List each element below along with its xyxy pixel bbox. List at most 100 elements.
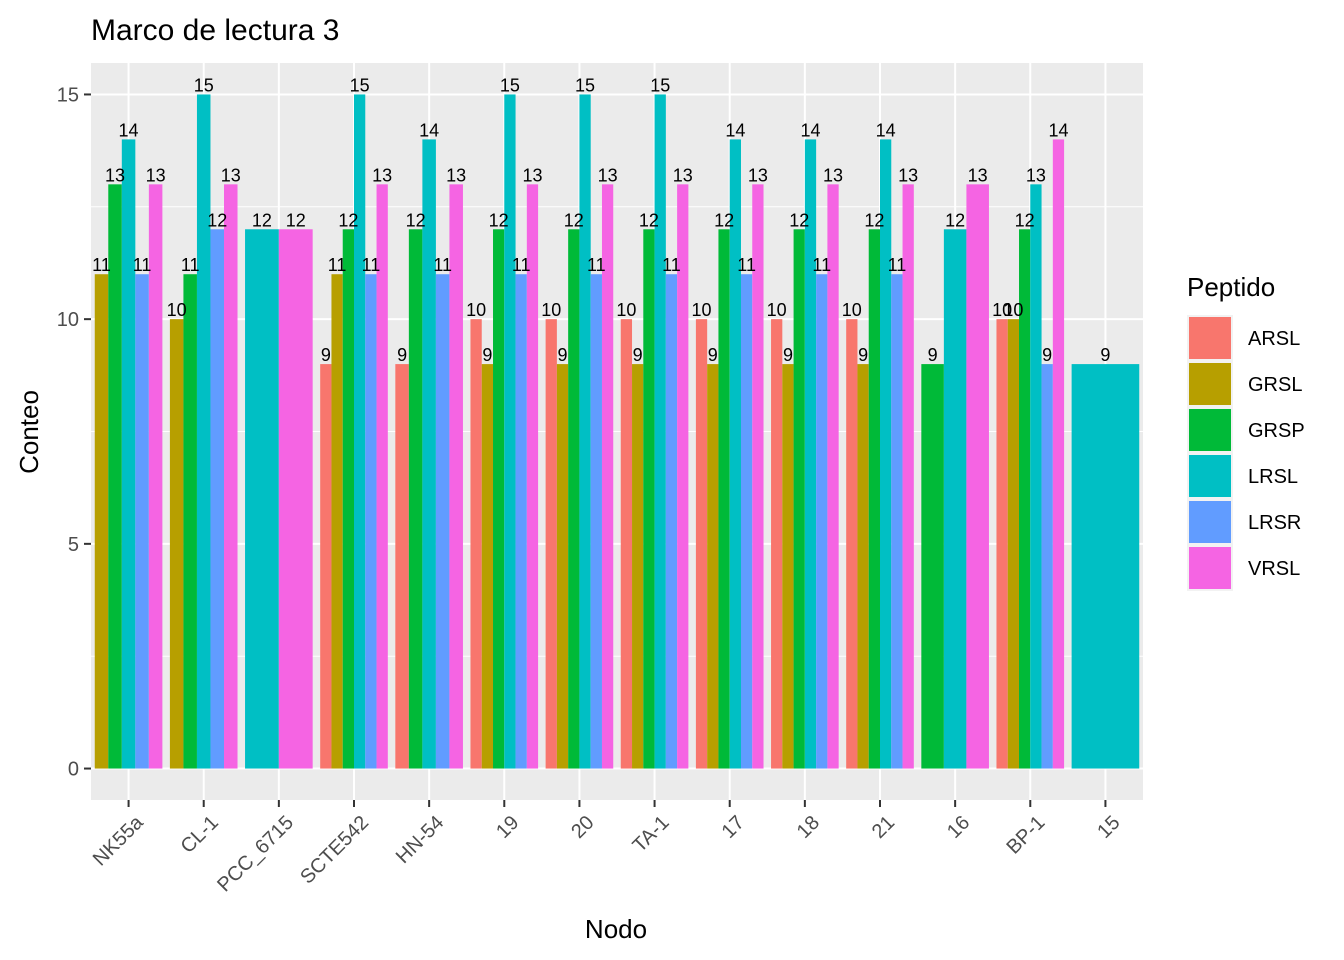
bar-grsp <box>493 229 505 769</box>
data-label: 9 <box>321 345 331 365</box>
legend-title: Peptido <box>1187 272 1275 302</box>
data-label: 9 <box>558 345 568 365</box>
x-tick-label: HN-54 <box>392 812 448 868</box>
bar-lrsl <box>245 229 279 769</box>
bar-lrsr <box>816 274 828 769</box>
bar-grsp <box>408 229 423 769</box>
y-tick-label: 0 <box>68 759 79 781</box>
x-tick-label: NK55a <box>89 811 148 870</box>
bar-grsl <box>169 319 184 769</box>
bar-arsl <box>771 319 783 769</box>
legend: Peptido ARSL GRSL GRSP LRSL LRSR VRSL <box>1187 272 1305 591</box>
bar-lrsr <box>891 274 903 769</box>
data-label: 12 <box>945 210 965 230</box>
data-label: 10 <box>692 300 712 320</box>
bar-grsl <box>94 274 109 769</box>
x-tick-label: 15 <box>1093 812 1124 843</box>
x-tick-label: CL-1 <box>177 812 223 858</box>
bar-vrsl <box>902 184 914 769</box>
bar-grsp <box>643 229 655 769</box>
bar-grsp <box>1019 229 1031 769</box>
legend-key-lrsr <box>1189 501 1231 543</box>
data-label: 12 <box>789 210 809 230</box>
bar-vrsl <box>677 184 689 769</box>
legend-key-arsl <box>1189 317 1231 359</box>
data-label: 10 <box>1003 300 1023 320</box>
x-tick-label: 20 <box>567 812 598 843</box>
bar-grsl <box>331 274 343 769</box>
data-label: 14 <box>800 120 820 140</box>
data-label: 9 <box>1100 345 1110 365</box>
data-label: 13 <box>105 165 125 185</box>
bar-arsl <box>470 319 482 769</box>
data-label: 9 <box>858 345 868 365</box>
bar-vrsl <box>827 184 839 769</box>
data-label: 11 <box>512 255 531 275</box>
bar-arsl <box>846 319 858 769</box>
x-tick-label: SCTE542 <box>296 812 373 889</box>
data-label: 13 <box>823 165 843 185</box>
bar-grsp <box>793 229 805 769</box>
data-label: 14 <box>876 120 896 140</box>
bar-grsp <box>108 184 122 769</box>
data-label: 13 <box>968 165 988 185</box>
bar-vrsl <box>224 184 238 769</box>
bar-lrsr <box>365 274 377 769</box>
bar-grsl <box>707 364 719 769</box>
data-labels: 11 13 14 11 13 10 11 15 12 13 12 12 9 11 12 15 11 13 9 12 14… <box>92 75 1110 365</box>
data-label: 12 <box>338 210 358 230</box>
bar-arsl <box>395 364 409 769</box>
data-label: 11 <box>181 255 200 275</box>
x-axis-title: Nodo <box>585 914 647 944</box>
data-label: 11 <box>328 255 347 275</box>
legend-key-vrsl <box>1189 547 1231 589</box>
data-label: 12 <box>489 210 509 230</box>
x-tick-label: 16 <box>943 812 974 843</box>
data-label: 13 <box>1026 165 1046 185</box>
x-tick-label: BP-1 <box>1002 812 1049 859</box>
data-label: 12 <box>564 210 584 230</box>
data-label: 11 <box>362 255 381 275</box>
bar-arsl <box>695 319 708 769</box>
data-label: 10 <box>541 300 561 320</box>
bar-lrsl <box>504 94 516 769</box>
bar-grsp <box>183 274 197 769</box>
y-tick-label: 15 <box>57 84 79 106</box>
data-label: 10 <box>842 300 862 320</box>
data-label: 13 <box>146 165 166 185</box>
data-label: 10 <box>616 300 636 320</box>
bar-grsl <box>556 364 569 769</box>
bar-grsp <box>868 229 880 769</box>
bar-lrsr <box>135 274 149 769</box>
chart-title: Marco de lectura 3 <box>91 14 339 47</box>
data-label: 9 <box>397 345 407 365</box>
legend-key-grsl <box>1189 363 1231 405</box>
y-tick-label: 10 <box>57 309 79 331</box>
bar-lrsl <box>729 139 741 769</box>
bar-lrsl <box>654 94 666 769</box>
data-label: 14 <box>725 120 745 140</box>
data-label: 9 <box>1042 345 1052 365</box>
data-label: 12 <box>714 210 734 230</box>
bar-lrsr <box>1041 364 1053 769</box>
legend-label: GRSL <box>1248 374 1302 396</box>
data-label: 15 <box>350 75 370 95</box>
data-label: 11 <box>92 255 111 275</box>
legend-label: VRSL <box>1248 558 1300 580</box>
data-label: 13 <box>673 165 693 185</box>
data-label: 11 <box>133 255 152 275</box>
data-label: 12 <box>1015 210 1035 230</box>
bar-grsp <box>342 229 354 769</box>
x-tick-label: 21 <box>868 812 899 843</box>
data-label: 14 <box>419 120 439 140</box>
bar-vrsl <box>526 184 539 769</box>
bar-lrsl <box>804 139 817 769</box>
data-label: 11 <box>737 255 756 275</box>
data-label: 11 <box>888 255 907 275</box>
data-label: 15 <box>194 75 214 95</box>
data-label: 12 <box>252 210 272 230</box>
x-tick-label: 19 <box>492 812 523 843</box>
y-axis-title: Conteo <box>14 390 44 474</box>
bar-lrsr <box>740 274 753 769</box>
